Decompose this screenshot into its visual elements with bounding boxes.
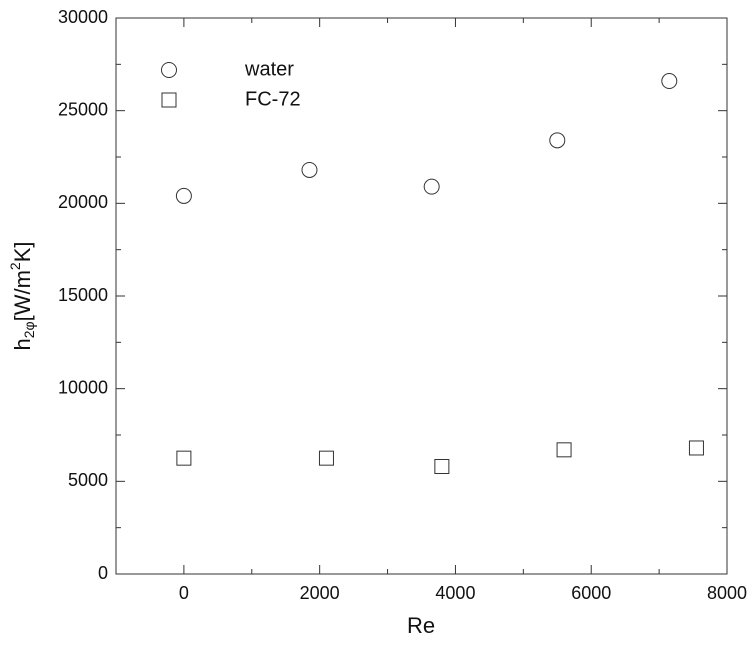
y-tick-label: 0 [98,563,108,583]
y-label-part: K] [10,241,35,262]
x-tick-label: 2000 [300,583,340,603]
plot-frame [115,17,728,575]
x-tick-label: 8000 [707,583,747,603]
x-tick-label: 6000 [571,583,611,603]
y-tick-label: 15000 [58,285,108,305]
marker-square [556,442,572,458]
marker-circle [661,73,678,90]
marker-circle [549,132,566,149]
marker-square [434,459,450,475]
marker-square [688,440,704,456]
y-label-part: h [10,338,35,350]
x-axis-label: Re [407,613,435,638]
legend-label: FC-72 [245,88,301,110]
y-label-part: [W/m [10,270,35,321]
x-tick-label: 0 [179,583,189,603]
y-axis-label: h2φ[W/m2K] [7,241,37,350]
y-tick-label: 20000 [58,192,108,212]
marker-square [176,450,192,466]
marker-circle [301,161,318,178]
y-tick-label: 30000 [58,7,108,27]
y-tick-label: 5000 [68,470,108,490]
marker-circle [423,178,440,195]
y-label-part: 2φ [21,321,37,338]
legend-marker [161,92,177,108]
y-tick-label: 25000 [58,99,108,119]
x-tick-label: 4000 [435,583,475,603]
legend-marker [161,62,177,78]
marker-square [318,450,334,466]
y-tick-label: 10000 [58,377,108,397]
marker-circle [175,187,192,204]
legend-label: water [244,58,294,80]
y-label-part: 2 [7,262,23,270]
